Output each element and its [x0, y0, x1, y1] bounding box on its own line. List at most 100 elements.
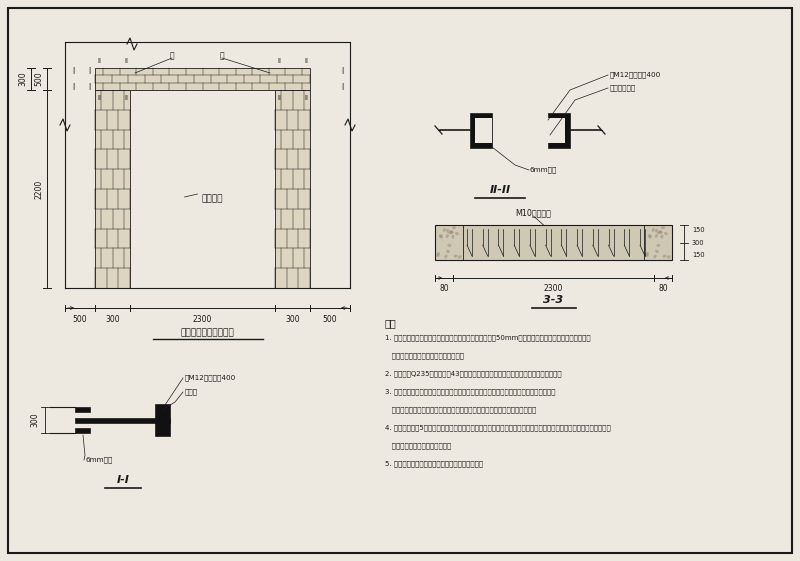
Ellipse shape: [657, 231, 661, 234]
Text: 卤M12螺栋间距400: 卤M12螺栋间距400: [185, 375, 236, 381]
Text: II: II: [304, 58, 308, 64]
Ellipse shape: [438, 234, 442, 238]
Ellipse shape: [662, 255, 666, 257]
Ellipse shape: [448, 231, 452, 234]
Text: 500: 500: [322, 315, 338, 324]
Ellipse shape: [658, 230, 662, 233]
Text: 1. 墙体开洞时先在开洞周围打入钉子，开洞大小不应超过50mm，框架制作完成安装好后，再逐块去除: 1. 墙体开洞时先在开洞周围打入钉子，开洞大小不应超过50mm，框架制作完成安装…: [385, 334, 590, 341]
Text: II: II: [124, 95, 128, 101]
Bar: [75, 428, 90, 433]
Ellipse shape: [446, 229, 449, 233]
Ellipse shape: [656, 244, 660, 247]
Text: 加偨从春事地平安全建造了境寿: 加偨从春事地平安全建造了境寿: [385, 442, 451, 449]
Text: II: II: [124, 58, 128, 64]
Text: I: I: [341, 67, 343, 76]
Text: 角锂渠: 角锂渠: [185, 389, 198, 396]
Bar: [470, 113, 492, 148]
Ellipse shape: [440, 234, 443, 238]
Ellipse shape: [654, 255, 657, 258]
Text: 80: 80: [658, 284, 668, 293]
Bar: [95, 90, 130, 288]
Bar: [95, 68, 310, 90]
Ellipse shape: [446, 250, 450, 253]
Ellipse shape: [646, 252, 649, 256]
Ellipse shape: [458, 255, 462, 259]
Text: I: I: [341, 82, 343, 91]
Text: II: II: [97, 58, 101, 64]
Ellipse shape: [436, 254, 439, 257]
Text: 卤M12螺栋间距400: 卤M12螺栋间距400: [610, 72, 662, 79]
Text: 300: 300: [105, 315, 120, 324]
Text: 砍起工作墙体内侧，再打穿墙即可锁定: 砍起工作墙体内侧，再打穿墙即可锁定: [385, 352, 464, 358]
Ellipse shape: [655, 229, 658, 233]
Ellipse shape: [450, 231, 454, 234]
Text: 3-3: 3-3: [543, 295, 563, 305]
Text: 说明: 说明: [385, 318, 397, 328]
Text: I: I: [88, 67, 90, 76]
Text: 新增框架: 新增框架: [202, 195, 223, 204]
Ellipse shape: [648, 234, 651, 238]
Text: 2300: 2300: [544, 284, 563, 293]
Text: 墙体开洞加固立面示意: 墙体开洞加固立面示意: [181, 328, 234, 337]
Text: 3. 樱材应对接精度，尤其是连接处所限制的公差全数符合要求，樱材应满足制造精度要求: 3. 樱材应对接精度，尤其是连接处所限制的公差全数符合要求，樱材应满足制造精度要…: [385, 388, 555, 394]
Text: 4. 公制气温低于5度时，需采用预热面温，预热温度及预热范围应符合远应场图纸要求，比应尚未设计说明书还是必须: 4. 公制气温低于5度时，需采用预热面温，预热温度及预热范围应符合远应场图纸要求…: [385, 424, 610, 431]
Ellipse shape: [660, 234, 663, 238]
Text: 药料拆硬带粉，干燥清洁后方可正式施工连接，且应将温度控制在合理范围内: 药料拆硬带粉，干燥清洁后方可正式施工连接，且应将温度控制在合理范围内: [385, 406, 536, 412]
Ellipse shape: [661, 226, 665, 229]
Text: 300: 300: [18, 72, 27, 86]
Text: 500: 500: [34, 72, 43, 86]
Text: 5. 施工应就等具备施工条件方可正式全面施工设计: 5. 施工应就等具备施工条件方可正式全面施工设计: [385, 460, 483, 467]
Text: I: I: [72, 82, 74, 91]
Text: II: II: [97, 95, 101, 101]
Ellipse shape: [652, 228, 655, 232]
Ellipse shape: [446, 234, 449, 238]
Bar: [155, 404, 170, 436]
Text: 300: 300: [285, 315, 300, 324]
Text: 300: 300: [30, 413, 39, 427]
Bar: [435, 225, 672, 260]
Text: 梁: 梁: [170, 52, 174, 61]
Ellipse shape: [667, 255, 670, 259]
Ellipse shape: [442, 228, 446, 232]
Bar: [275, 90, 310, 288]
Text: 2200: 2200: [34, 180, 43, 199]
Ellipse shape: [655, 250, 658, 253]
Bar: [475, 118, 492, 143]
Text: 150: 150: [692, 252, 705, 258]
Text: II: II: [277, 95, 281, 101]
Bar: [548, 113, 570, 148]
Text: 150: 150: [692, 227, 705, 233]
Bar: [75, 418, 170, 423]
Ellipse shape: [654, 234, 658, 238]
Text: 2. 樱材采用Q235，键杆采用43，通道物理性能应符合标准要求，禁止不合格产品入场: 2. 樱材采用Q235，键杆采用43，通道物理性能应符合标准要求，禁止不合格产品…: [385, 370, 562, 376]
Ellipse shape: [451, 234, 454, 238]
Ellipse shape: [645, 254, 649, 257]
Text: 2300: 2300: [193, 315, 212, 324]
Text: I: I: [88, 82, 90, 91]
Ellipse shape: [452, 226, 456, 229]
Ellipse shape: [454, 255, 458, 257]
Text: M10螺栋接头: M10螺栋接头: [515, 209, 551, 218]
Bar: [548, 118, 565, 143]
Text: 500: 500: [73, 315, 87, 324]
Ellipse shape: [450, 230, 454, 233]
Text: II: II: [304, 95, 308, 101]
Text: I-I: I-I: [117, 475, 130, 485]
Bar: [75, 407, 90, 412]
Ellipse shape: [649, 234, 652, 238]
Text: 300: 300: [692, 240, 705, 246]
Text: II-II: II-II: [490, 185, 510, 195]
Text: 80: 80: [439, 284, 449, 293]
Text: II: II: [277, 58, 281, 64]
Ellipse shape: [658, 231, 662, 234]
Text: I: I: [72, 67, 74, 76]
Text: 6mm饰板: 6mm饰板: [530, 167, 558, 173]
Text: 角锂安装视图: 角锂安装视图: [610, 85, 636, 91]
Ellipse shape: [444, 255, 448, 258]
Ellipse shape: [437, 252, 440, 256]
Ellipse shape: [447, 244, 451, 247]
Text: 梁: 梁: [220, 52, 224, 61]
Ellipse shape: [455, 232, 459, 235]
Ellipse shape: [664, 232, 668, 235]
Text: 6mm饰板: 6mm饰板: [85, 457, 112, 463]
